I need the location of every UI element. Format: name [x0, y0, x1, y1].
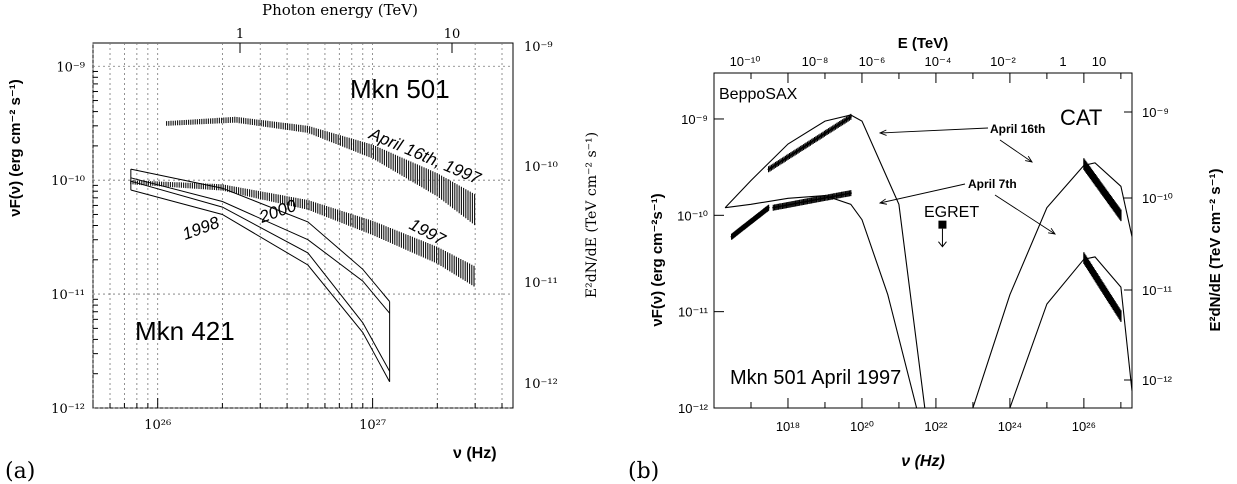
arrow-april7-right [994, 194, 1056, 235]
arrow-april7-left [879, 183, 966, 204]
panel-a-grid [92, 43, 513, 409]
x-tick-label: 10²⁴ [998, 419, 1022, 434]
data-low-energy [730, 204, 770, 240]
top-tick-label: 10⁻⁶ [859, 54, 886, 69]
x-tick-label: 10²⁰ [850, 419, 874, 434]
annotation-mkn501-april-1997: Mkn 501 April 1997 [730, 367, 901, 389]
y-tick-label-left: 10⁻¹⁰ [677, 208, 708, 223]
arrow-april7-right-head [1048, 227, 1056, 235]
y-tick-label-left: 10⁻¹² [51, 402, 85, 417]
panel-a: 10⁻¹² 10⁻¹¹ 10⁻¹⁰ 10⁻⁹ 10⁻¹² 10⁻¹¹ 10⁻¹⁰ 10⁻⁹ 10… [5, 1, 600, 484]
x-tick-label: 10²⁶ [1072, 419, 1096, 434]
model-curve-ic-april-7th [998, 256, 1133, 409]
panel-a-ylabel-left: νF(ν) (erg cm⁻² s⁻¹) [7, 79, 24, 217]
annotation-bepposax: BeppoSAX [719, 86, 798, 103]
cat-april7 [1083, 252, 1122, 322]
annotation-april7: April 7th [968, 177, 1017, 191]
top-tick-label: 10 [1092, 54, 1106, 69]
arrow-april16-left [879, 127, 989, 134]
annotation-1998: 1998 [180, 213, 223, 244]
y-tick-label-left: 10⁻⁹ [681, 112, 708, 127]
y-tick-label-left: 10⁻¹⁰ [51, 174, 85, 189]
y-tick-label-left: 10⁻¹² [678, 401, 709, 416]
band-edge-2000 [130, 168, 390, 302]
data-april7 [772, 190, 852, 211]
top-tick-label: 10 [444, 27, 461, 42]
panel-a-ticks: 10⁻¹² 10⁻¹¹ 10⁻¹⁰ 10⁻⁹ 10⁻¹² 10⁻¹¹ 10⁻¹⁰ 10⁻⁹ 10… [51, 27, 558, 433]
arrow-april7-left-head [878, 198, 887, 205]
band-april-16th--1997 [166, 116, 476, 226]
y-tick-label-right: 10⁻¹¹ [524, 276, 558, 291]
panel-b-frame [713, 72, 1133, 409]
model-curve-april-7th [725, 195, 918, 409]
y-tick-label-left: 10⁻⁹ [56, 60, 85, 75]
top-tick-label: 1 [1059, 54, 1066, 69]
top-tick-label: 1 [236, 27, 244, 42]
top-tick-label: 10⁻⁸ [802, 54, 829, 69]
annotation-april16: April 16th [990, 122, 1045, 136]
y-tick-label-right: 10⁻¹⁰ [524, 160, 558, 175]
data-april16 [767, 113, 852, 173]
y-tick-label-right: 10⁻⁹ [1142, 105, 1169, 120]
annotation-egret: EGRET [924, 204, 979, 221]
panel-b-ticks: 10¹⁸ 10²⁰ 10²² 10²⁴ 10²⁶ 10⁻¹² 10⁻¹¹ 10⁻¹⁰ 10⁻⁹ 1… [677, 54, 1173, 434]
top-tick-label: 10⁻¹⁰ [730, 54, 761, 69]
panel-b-series [724, 113, 1133, 409]
annotation-mkn501: Mkn 501 [350, 74, 450, 104]
arrow-april16-right-head [1025, 155, 1033, 163]
panel-b-ylabel-left: νF(ν) (erg cm⁻²s⁻¹) [649, 193, 666, 326]
model-curve-april-16th [724, 114, 926, 409]
annotation-mkn421: Mkn 421 [135, 316, 235, 346]
egret-arrowhead [938, 241, 947, 248]
annotation-2000: 2000 [256, 196, 299, 227]
panel-a-ylabel-right: E²dN/dE (TeV cm⁻² s⁻¹) [584, 132, 600, 298]
panel-a-frame [92, 42, 514, 409]
y-tick-label-right: 10⁻¹¹ [1142, 283, 1173, 298]
panel-a-xlabel: ν (Hz) [453, 445, 497, 462]
arrow-april16-right [999, 139, 1033, 163]
y-tick-label-left: 10⁻¹¹ [678, 305, 709, 320]
y-tick-label-right: 10⁻¹² [1142, 373, 1173, 388]
arrow-april16-left-head [878, 129, 887, 136]
panel-b-ylabel-right: E²dN/dE (TeV cm⁻² s⁻¹) [1207, 168, 1224, 331]
band-edge-1998 [130, 189, 391, 382]
x-tick-label: 10²⁶ [144, 418, 171, 433]
x-tick-label: 10²² [924, 419, 948, 434]
panel-b-label: (b) [628, 459, 659, 484]
y-tick-label-right: 10⁻¹⁰ [1142, 191, 1173, 206]
top-tick-label: 10⁻⁴ [925, 54, 952, 69]
y-tick-label-left: 10⁻¹¹ [51, 288, 85, 303]
y-tick-label-right: 10⁻⁹ [524, 40, 553, 55]
panel-b-xlabel: ν (Hz) [901, 453, 945, 470]
panel-a-series [130, 116, 476, 382]
panel-a-top-axis-title: Photon energy (TeV) [262, 1, 418, 19]
egret-marker [938, 220, 947, 229]
band-edge-2000 [130, 177, 390, 314]
x-tick-label: 10¹⁸ [776, 419, 800, 434]
y-tick-label-right: 10⁻¹² [524, 377, 558, 392]
cat-april16 [1083, 158, 1122, 222]
top-tick-label: 10⁻² [990, 54, 1016, 69]
panel-a-label: (a) [5, 459, 35, 484]
band-edge-1998 [130, 180, 391, 372]
panel-b-top-axis-title: E (TeV) [898, 35, 949, 52]
annotation-april16-1997: April 16th, 1997 [366, 124, 484, 189]
panel-b: 10¹⁸ 10²⁰ 10²² 10²⁴ 10²⁶ 10⁻¹² 10⁻¹¹ 10⁻¹⁰ 10⁻⁹ 1… [628, 35, 1224, 484]
x-tick-label: 10²⁷ [359, 418, 386, 433]
annotation-cat: CAT [1060, 105, 1102, 130]
